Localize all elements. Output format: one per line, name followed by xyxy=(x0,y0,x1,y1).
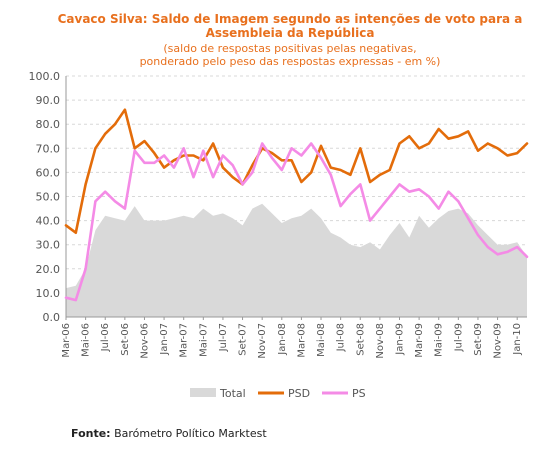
legend-label-total: Total xyxy=(219,387,246,400)
y-tick-label: 30.0 xyxy=(36,239,61,252)
x-tick-label: Set-08 xyxy=(355,323,366,356)
chart-title-line-2: Assembleia da República xyxy=(206,26,375,40)
x-tick-label: Set-06 xyxy=(120,323,131,356)
x-tick-label: Jan-10 xyxy=(512,323,523,356)
series-line-ps xyxy=(64,142,529,302)
x-tick-label: Jan-07 xyxy=(159,323,170,356)
y-tick-label: 0.0 xyxy=(43,311,61,324)
y-tick-label: 80.0 xyxy=(36,118,61,131)
x-tick-label: Nov-08 xyxy=(375,323,386,359)
x-tick-label: Mar-06 xyxy=(61,323,72,358)
series-area-total xyxy=(66,203,527,317)
y-tick-label: 100.0 xyxy=(29,70,61,83)
legend-label-psd: PSD xyxy=(288,387,310,400)
y-tick-label: 60.0 xyxy=(36,166,61,179)
series-line-psd xyxy=(64,108,529,234)
source-label: Fonte: xyxy=(71,427,111,440)
x-tick-label: Set-07 xyxy=(238,323,249,356)
chart-subtitle-line-2: ponderado pelo peso das respostas expres… xyxy=(140,55,441,68)
legend-swatch-total xyxy=(190,388,216,397)
legend-label-ps: PS xyxy=(352,387,366,400)
x-tick-label: Jul-09 xyxy=(453,323,464,352)
chart-subtitle-line-1: (saldo de respostas positivas pelas nega… xyxy=(163,42,416,55)
x-tick-label: Mai-06 xyxy=(81,323,92,357)
x-tick-label: Mar-09 xyxy=(414,323,425,358)
y-tick-label: 10.0 xyxy=(36,287,61,300)
source-note: Fonte: Barómetro Político Marktest xyxy=(71,427,267,440)
y-tick-label: 50.0 xyxy=(36,191,61,204)
y-tick-label: 40.0 xyxy=(36,215,61,228)
x-tick-label: Mai-08 xyxy=(316,323,327,357)
x-tick-label: Set-09 xyxy=(473,323,484,356)
x-tick-label: Nov-06 xyxy=(139,323,150,359)
x-tick-label: Jan-08 xyxy=(277,323,288,356)
x-tick-label: Jul-08 xyxy=(336,323,347,352)
y-tick-label: 70.0 xyxy=(36,142,61,155)
x-tick-label: Jul-07 xyxy=(218,323,229,352)
x-tick-label: Mar-07 xyxy=(179,323,190,358)
x-tick-label: Jul-06 xyxy=(100,323,111,352)
x-tick-label: Mai-07 xyxy=(198,323,209,357)
x-tick-label: Nov-07 xyxy=(257,323,268,359)
x-tick-label: Mai-09 xyxy=(434,323,445,357)
x-tick-label: Mar-08 xyxy=(296,323,307,358)
y-tick-label: 20.0 xyxy=(36,263,61,276)
y-tick-label: 90.0 xyxy=(36,94,61,107)
source-text: Barómetro Político Marktest xyxy=(110,427,267,440)
chart-title-line-1: Cavaco Silva: Saldo de Imagem segundo as… xyxy=(58,12,523,26)
x-tick-label: Jan-09 xyxy=(394,323,405,356)
x-tick-label: Nov-09 xyxy=(493,323,504,359)
